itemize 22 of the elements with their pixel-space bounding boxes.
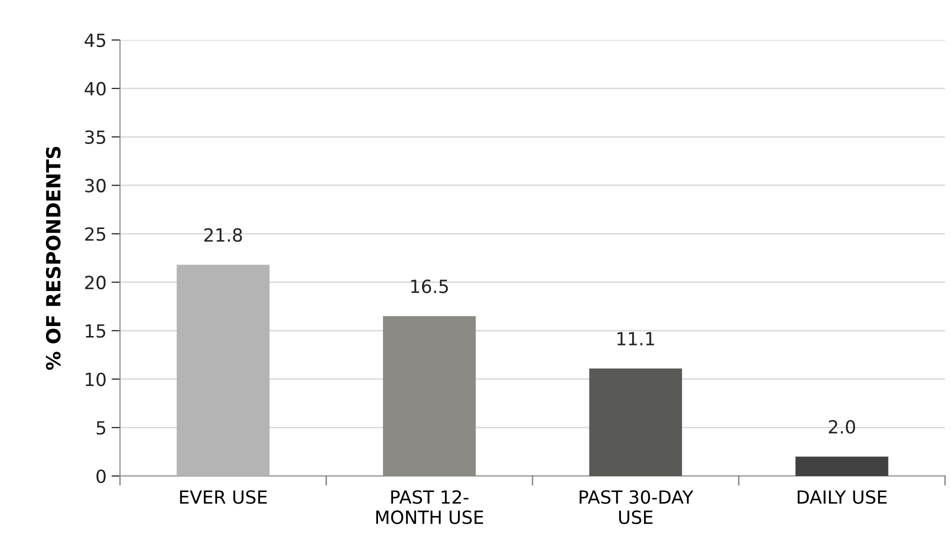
data-label: 21.8 xyxy=(204,228,242,242)
data-label: 16.5 xyxy=(411,280,448,294)
data-label: 11.1 xyxy=(618,332,654,346)
y-tick-label: 35 xyxy=(85,130,106,144)
data-label: 2.0 xyxy=(828,420,856,434)
y-tick-label: 15 xyxy=(86,324,106,338)
x-tick-label: PAST 12- MONTH USE xyxy=(376,490,484,524)
y-tick-label: 40 xyxy=(84,82,106,96)
y-tick-label: 20 xyxy=(85,276,106,290)
y-tick-label: 0 xyxy=(96,469,106,484)
y-axis-title: % OF RESPONDENTS xyxy=(46,146,61,370)
y-tick-label: 45 xyxy=(84,34,106,48)
bar xyxy=(795,456,888,476)
y-tick-label: 10 xyxy=(86,372,106,386)
bar xyxy=(589,368,682,476)
bar xyxy=(176,264,270,476)
x-tick-label: EVER USE xyxy=(180,490,267,504)
y-tick-label: 5 xyxy=(96,421,106,435)
y-tick-label: 30 xyxy=(85,178,106,192)
x-tick-label: DAILY USE xyxy=(798,490,887,504)
y-tick-label: 25 xyxy=(85,227,106,241)
x-tick-label: PAST 30-DAY USE xyxy=(580,490,694,524)
